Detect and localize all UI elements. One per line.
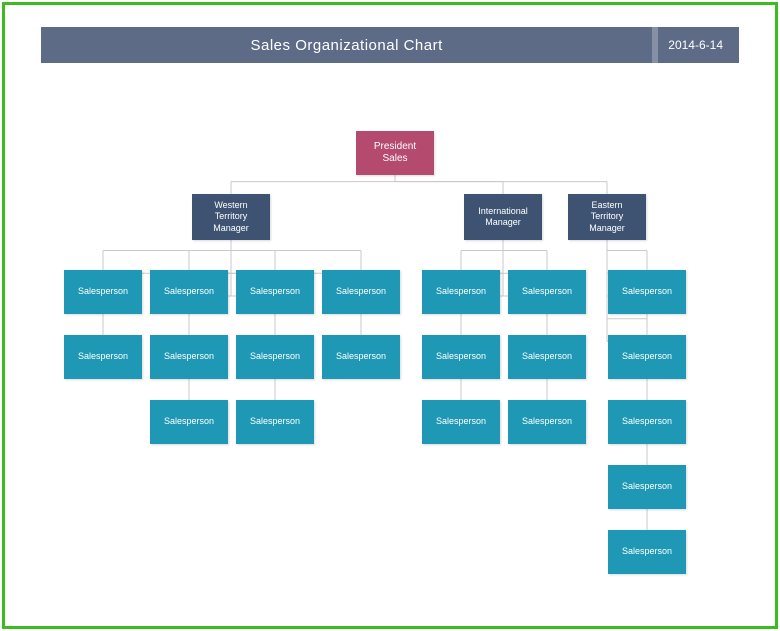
node-label: Salesperson	[336, 351, 386, 362]
node-label: Salesperson	[436, 416, 486, 427]
node-w-r2-2: Salesperson	[150, 335, 228, 379]
node-e-2: Salesperson	[608, 335, 686, 379]
node-i-r3-2: Salesperson	[508, 400, 586, 444]
node-e-4: Salesperson	[608, 465, 686, 509]
node-e-5: Salesperson	[608, 530, 686, 574]
node-w-r3-1: Salesperson	[150, 400, 228, 444]
node-label: Salesperson	[522, 351, 572, 362]
node-w-r1-1: Salesperson	[64, 270, 142, 314]
node-i-r2-1: Salesperson	[422, 335, 500, 379]
chart-date: 2014-6-14	[662, 38, 739, 52]
node-w-r2-3: Salesperson	[236, 335, 314, 379]
node-label: Salesperson	[622, 546, 672, 557]
node-label: Salesperson	[522, 286, 572, 297]
node-label: Salesperson	[622, 286, 672, 297]
node-label: Salesperson	[78, 286, 128, 297]
node-label: Salesperson	[78, 351, 128, 362]
node-w-r1-3: Salesperson	[236, 270, 314, 314]
node-label: Eastern Territory Manager	[589, 200, 625, 234]
node-label: Salesperson	[336, 286, 386, 297]
node-label: Salesperson	[622, 351, 672, 362]
node-label: Salesperson	[164, 416, 214, 427]
node-label: Salesperson	[522, 416, 572, 427]
node-label: Salesperson	[164, 286, 214, 297]
node-label: Salesperson	[622, 481, 672, 492]
node-w-r1-4: Salesperson	[322, 270, 400, 314]
node-i-r1-1: Salesperson	[422, 270, 500, 314]
node-mgr-intl: International Manager	[464, 194, 542, 240]
node-w-r1-2: Salesperson	[150, 270, 228, 314]
node-label: Salesperson	[436, 351, 486, 362]
node-i-r2-2: Salesperson	[508, 335, 586, 379]
node-i-r1-2: Salesperson	[508, 270, 586, 314]
header-bar: Sales Organizational Chart 2014-6-14	[41, 27, 739, 63]
node-mgr-east: Eastern Territory Manager	[568, 194, 646, 240]
node-label: Salesperson	[250, 351, 300, 362]
node-label: Salesperson	[250, 286, 300, 297]
node-mgr-west: Western Territory Manager	[192, 194, 270, 240]
node-label: President Sales	[374, 141, 416, 166]
node-e-1: Salesperson	[608, 270, 686, 314]
header-separator	[652, 27, 658, 63]
frame: Sales Organizational Chart 2014-6-14 Pre…	[2, 2, 778, 629]
node-label: Salesperson	[436, 286, 486, 297]
node-president: President Sales	[356, 131, 434, 175]
node-label: Western Territory Manager	[213, 200, 249, 234]
org-chart: President Sales Western Territory Manager…	[13, 67, 767, 618]
chart-title: Sales Organizational Chart	[41, 37, 652, 54]
node-label: Salesperson	[622, 416, 672, 427]
node-w-r3-2: Salesperson	[236, 400, 314, 444]
node-w-r2-1: Salesperson	[64, 335, 142, 379]
node-i-r3-1: Salesperson	[422, 400, 500, 444]
node-label: Salesperson	[164, 351, 214, 362]
node-e-3: Salesperson	[608, 400, 686, 444]
node-w-r2-4: Salesperson	[322, 335, 400, 379]
node-label: International Manager	[478, 206, 528, 229]
node-label: Salesperson	[250, 416, 300, 427]
